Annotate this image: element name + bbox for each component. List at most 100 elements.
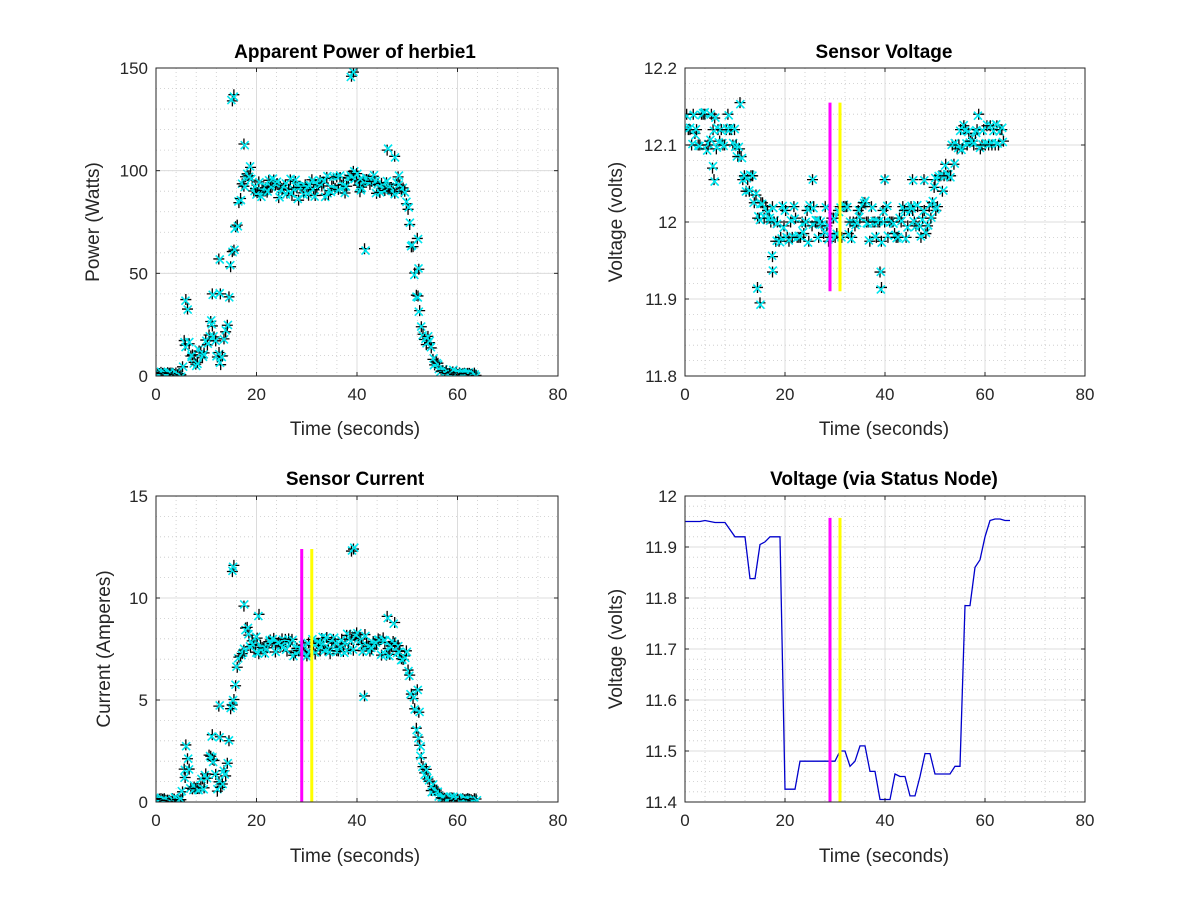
- x-tick-label: 40: [348, 385, 367, 404]
- x-marker: [779, 223, 789, 233]
- x-marker: [303, 189, 313, 199]
- x-marker: [991, 119, 1001, 129]
- x-marker: [691, 124, 701, 134]
- x-marker: [790, 214, 800, 224]
- x-marker: [763, 207, 773, 217]
- x-marker: [215, 732, 225, 742]
- x-marker: [413, 685, 423, 695]
- x-marker: [901, 234, 911, 244]
- y-tick-label: 5: [139, 691, 148, 710]
- x-marker: [210, 769, 220, 779]
- x-marker: [919, 175, 929, 185]
- x-marker: [199, 349, 209, 359]
- x-marker: [945, 172, 955, 182]
- x-marker: [404, 671, 414, 681]
- x-marker: [768, 265, 778, 276]
- x-marker: [928, 196, 938, 206]
- x-marker: [180, 342, 191, 352]
- x-marker: [236, 195, 246, 205]
- x-marker: [223, 758, 233, 768]
- plot-area: [685, 517, 1010, 802]
- x-marker: [225, 260, 235, 270]
- x-marker: [221, 325, 231, 335]
- x-marker: [245, 161, 255, 171]
- plot-area: [156, 543, 482, 802]
- x-marker: [472, 795, 482, 802]
- x-marker: [950, 158, 960, 169]
- y-tick-label: 50: [129, 264, 148, 283]
- x-marker: [199, 784, 209, 794]
- subplot-apparent-power: Apparent Power of herbie1 Time (seconds)…: [83, 42, 567, 440]
- x-marker: [405, 218, 415, 228]
- x-marker: [867, 202, 877, 213]
- chart-title: Sensor Voltage: [816, 42, 953, 63]
- x-marker: [687, 139, 698, 149]
- x-tick-label: 80: [1076, 385, 1095, 404]
- x-marker: [963, 127, 973, 137]
- x-marker: [240, 182, 250, 192]
- plus-marker: [929, 174, 941, 186]
- x-marker: [929, 182, 939, 192]
- x-marker: [413, 234, 423, 244]
- x-marker: [360, 245, 371, 256]
- x-axis-label: Time (seconds): [290, 846, 420, 867]
- x-marker: [359, 692, 369, 702]
- x-tick-label: 40: [876, 811, 895, 830]
- x-marker: [940, 160, 950, 171]
- x-tick-label: 20: [247, 811, 266, 830]
- x-marker: [876, 267, 886, 277]
- x-marker: [751, 189, 761, 199]
- x-marker: [700, 107, 710, 117]
- x-marker: [752, 283, 762, 294]
- x-marker: [390, 152, 400, 162]
- x-marker: [413, 292, 423, 303]
- x-marker: [231, 662, 242, 672]
- x-marker: [192, 359, 203, 369]
- y-axis-label: Power (Watts): [83, 162, 104, 282]
- x-marker: [801, 217, 811, 227]
- x-marker: [402, 647, 412, 657]
- x-marker: [281, 645, 291, 655]
- x-marker: [288, 635, 298, 645]
- x-marker: [349, 543, 359, 553]
- x-marker: [932, 203, 942, 213]
- x-marker: [369, 170, 379, 180]
- x-marker: [772, 219, 782, 229]
- plus-marker: [191, 356, 203, 368]
- x-marker: [370, 640, 380, 650]
- x-marker: [310, 192, 320, 202]
- x-marker: [174, 796, 184, 802]
- x-marker: [685, 111, 692, 121]
- x-marker: [398, 183, 408, 193]
- x-marker: [854, 212, 864, 222]
- x-marker: [176, 372, 186, 376]
- x-marker: [198, 352, 208, 362]
- x-marker: [219, 334, 229, 344]
- x-marker: [978, 126, 988, 136]
- x-marker: [183, 304, 193, 315]
- x-marker: [882, 201, 892, 211]
- x-marker: [358, 647, 368, 657]
- plus-marker: [228, 89, 240, 101]
- x-marker: [415, 707, 425, 717]
- x-marker: [735, 99, 745, 109]
- y-tick-label: 11.9: [645, 538, 677, 557]
- plus-marker: [707, 162, 718, 174]
- x-marker: [968, 138, 979, 149]
- x-marker: [400, 187, 410, 197]
- x-marker: [747, 171, 757, 181]
- x-marker: [207, 731, 217, 742]
- plus-marker: [733, 143, 745, 155]
- x-marker: [724, 110, 734, 120]
- plus-marker: [238, 644, 250, 656]
- plus-marker: [379, 636, 391, 648]
- x-marker: [239, 599, 249, 609]
- subplot-sensor-voltage: Sensor Voltage Time (seconds) Voltage (v…: [606, 42, 1094, 440]
- x-marker: [208, 757, 218, 767]
- x-tick-label: 40: [348, 811, 367, 830]
- y-tick-label: 100: [120, 162, 148, 181]
- plus-marker: [384, 648, 396, 660]
- x-marker: [421, 765, 432, 775]
- x-marker: [224, 292, 234, 302]
- x-marker: [181, 741, 191, 751]
